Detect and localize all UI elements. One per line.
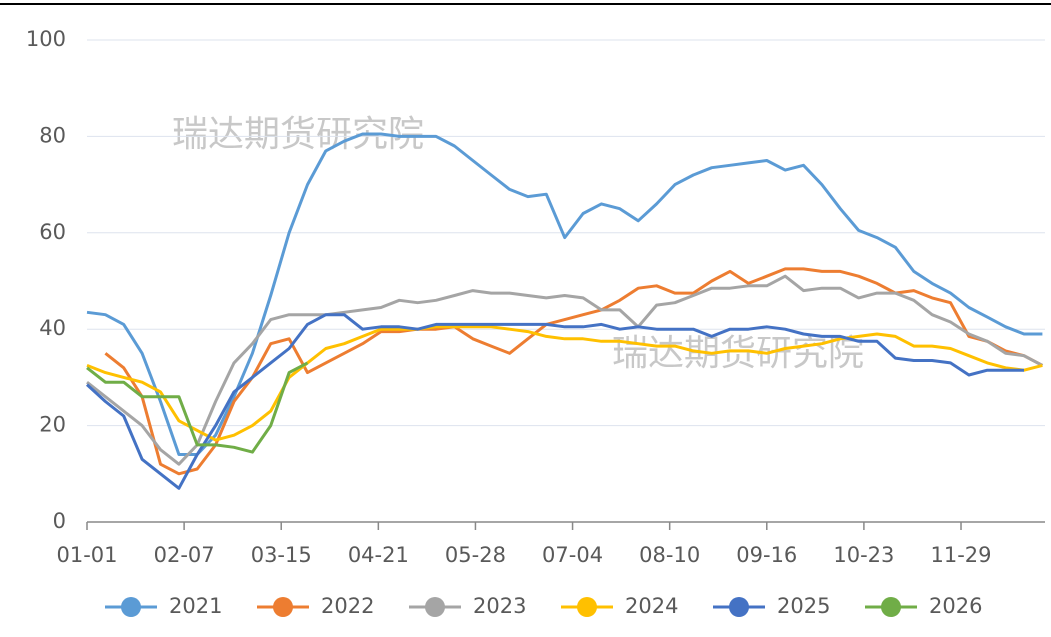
legend-marker: [577, 597, 597, 617]
series-line: [104, 267, 1044, 476]
series-line: [86, 132, 1043, 456]
legend-label: 2024: [625, 594, 678, 618]
x-tick-label: 11-29: [930, 543, 991, 567]
legend-label: 2023: [473, 594, 526, 618]
series-line: [86, 325, 1043, 442]
series-line: [86, 361, 309, 454]
series-line: [85, 313, 1024, 490]
x-tick-label: 02-07: [154, 543, 215, 567]
legend-marker: [273, 597, 293, 617]
x-tick-label: 09-16: [736, 543, 797, 567]
legend-label: 2026: [929, 594, 982, 618]
y-tick-label: 100: [26, 27, 66, 51]
legend-marker: [121, 597, 141, 617]
legend-label: 2021: [169, 594, 222, 618]
plot: 0 20 40 60 80 100 01-01 02-07 03-15 04-21 05-28 07-…: [26, 27, 1045, 618]
x-tick-label: 01-01: [56, 543, 117, 567]
x-tick-label: 10-23: [833, 543, 894, 567]
series-line: [86, 274, 1044, 466]
x-tick-label: 04-21: [348, 543, 409, 567]
legend-marker: [729, 597, 749, 617]
x-tick-label: 08-10: [639, 543, 700, 567]
legend-label: 2025: [777, 594, 830, 618]
legend-marker: [425, 597, 445, 617]
y-tick-label: 40: [39, 316, 66, 340]
y-tick-label: 60: [39, 220, 66, 244]
x-tick-label: 03-15: [251, 543, 312, 567]
watermark: 瑞达期货研究院: [612, 333, 864, 374]
y-tick-label: 20: [39, 413, 66, 437]
y-tick-label: 0: [53, 509, 66, 533]
x-tick-label: 05-28: [445, 543, 506, 567]
y-tick-label: 80: [39, 123, 66, 147]
legend-marker: [881, 597, 901, 617]
x-tick-label: 07-04: [542, 543, 603, 567]
legend-label: 2022: [321, 594, 374, 618]
